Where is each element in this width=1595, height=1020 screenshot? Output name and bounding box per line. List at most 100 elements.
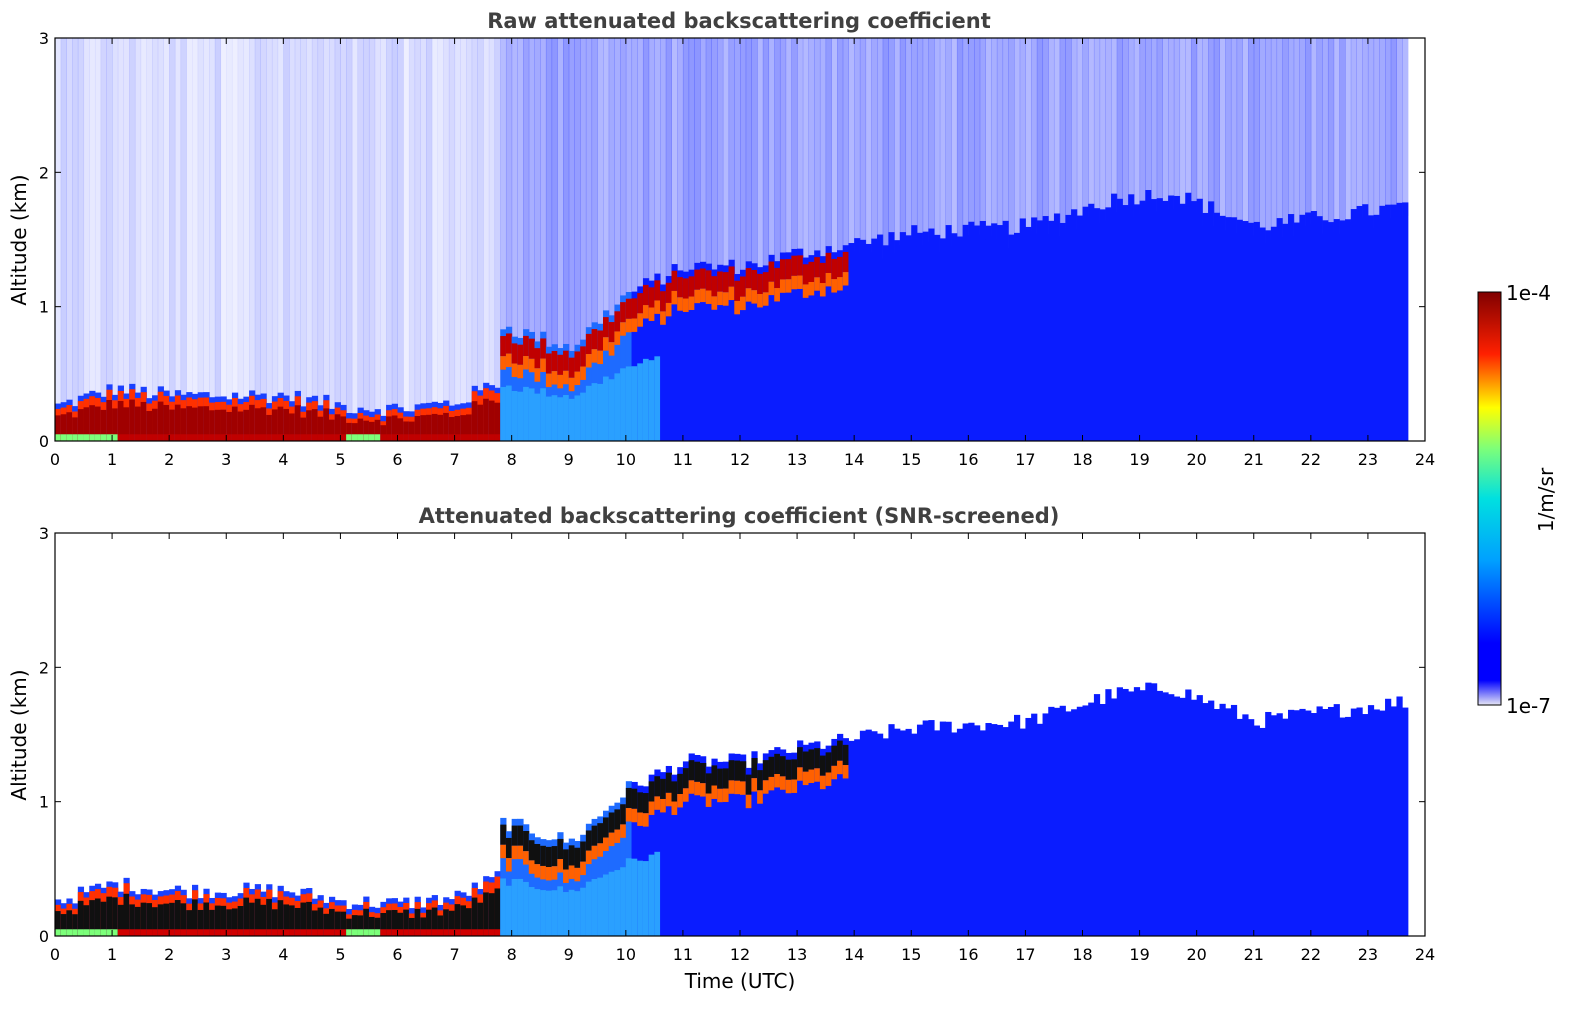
backscatter-cell	[426, 414, 433, 441]
aerosol-layer-cell	[797, 767, 804, 781]
aerosol-layer-cell	[523, 831, 530, 852]
backscatter-cell	[996, 724, 1004, 936]
backscatter-cell	[140, 902, 147, 936]
backscatter-cell	[226, 411, 233, 441]
backscatter-cell	[1179, 203, 1186, 441]
backscatter-cell	[614, 373, 621, 441]
backscatter-cell	[814, 741, 821, 936]
backscatter-cell	[420, 415, 427, 441]
noise-cell	[1059, 38, 1066, 237]
backscatter-cell	[740, 269, 747, 441]
backscatter-cell	[648, 854, 655, 936]
backscatter-cell	[66, 412, 73, 441]
backscatter-cell	[859, 730, 867, 936]
noise-cell	[146, 38, 153, 404]
backscatter-cell	[260, 929, 267, 936]
aerosol-layer-cell	[711, 765, 718, 786]
noise-cell	[403, 38, 410, 417]
aerosol-layer-cell	[500, 356, 507, 370]
aerosol-layer-cell	[620, 322, 627, 336]
backscatter-cell	[802, 257, 809, 441]
backscatter-cell	[283, 408, 290, 441]
backscatter-cell	[1270, 715, 1278, 936]
backscatter-cell	[620, 368, 627, 441]
backscatter-cell	[203, 434, 210, 441]
aerosol-layer-cell	[791, 779, 798, 793]
backscatter-cell	[1322, 220, 1329, 441]
aerosol-layer-cell	[534, 864, 541, 878]
backscatter-cell	[779, 749, 787, 936]
backscatter-cell	[243, 929, 250, 936]
aerosol-layer-cell	[717, 271, 724, 292]
noise-cell	[1248, 38, 1255, 237]
backscatter-cell	[1259, 227, 1266, 441]
aerosol-layer-cell	[545, 373, 553, 388]
backscatter-cell	[231, 908, 239, 936]
aerosol-layer-cell	[694, 761, 701, 782]
backscatter-cell	[346, 434, 353, 441]
backscatter-cell	[100, 901, 107, 936]
aerosol-layer-cell	[500, 824, 507, 845]
backscatter-cell	[597, 877, 604, 936]
aerosol-layer-cell	[734, 780, 741, 795]
aerosol-layer-cell	[505, 858, 513, 872]
aerosol-layer-cell	[648, 287, 655, 308]
backscatter-cell	[694, 262, 701, 441]
backscatter-cell	[403, 421, 410, 441]
noise-cell	[956, 38, 964, 250]
backscatter-cell	[209, 909, 216, 936]
aerosol-layer-cell	[819, 283, 827, 297]
backscatter-cell	[163, 929, 170, 936]
x-tick-label: 17	[1015, 450, 1035, 469]
noise-cell	[1253, 38, 1260, 236]
backscatter-cell	[368, 929, 376, 936]
aerosol-layer-cell	[825, 772, 832, 786]
backscatter-cell	[180, 929, 187, 936]
backscatter-cell	[1116, 198, 1123, 441]
backscatter-cell	[962, 723, 969, 936]
backscatter-cell	[214, 905, 222, 936]
backscatter-cell	[169, 902, 176, 936]
backscatter-cell	[671, 264, 678, 441]
aerosol-layer-cell	[722, 272, 730, 293]
backscatter-cell	[517, 878, 524, 936]
backscatter-cell	[94, 434, 102, 441]
backscatter-cell	[1299, 708, 1306, 936]
noise-cell	[551, 38, 558, 358]
backscatter-cell	[323, 929, 330, 936]
x-tick-label: 0	[50, 450, 60, 469]
backscatter-cell	[1076, 706, 1083, 936]
backscatter-cell	[1071, 209, 1078, 441]
aerosol-layer-cell	[779, 776, 787, 790]
backscatter-cell	[1373, 214, 1380, 441]
noise-cell	[94, 38, 102, 398]
backscatter-cell	[585, 327, 593, 441]
backscatter-cell	[271, 929, 279, 936]
backscatter-cell	[214, 434, 222, 441]
backscatter-cell	[1031, 713, 1038, 936]
backscatter-cell	[420, 917, 427, 936]
x-tick-label: 18	[1072, 450, 1092, 469]
backscatter-cell	[374, 434, 381, 441]
noise-cell	[460, 38, 467, 409]
backscatter-cell	[174, 434, 182, 441]
noise-cell	[694, 38, 701, 277]
backscatter-cell	[1350, 708, 1357, 936]
aerosol-layer-cell	[563, 849, 570, 870]
aerosol-layer-cell	[802, 264, 809, 285]
chart-title: Attenuated backscattering coefficient (S…	[419, 504, 1060, 528]
backscatter-cell	[163, 434, 170, 441]
backscatter-cell	[962, 224, 969, 441]
noise-cell	[979, 38, 986, 235]
backscatter-cell	[1002, 727, 1009, 936]
noise-cell	[1111, 38, 1118, 208]
backscatter-cell	[397, 912, 404, 936]
aerosol-layer-cell	[682, 278, 690, 299]
backscatter-cell	[1190, 201, 1198, 441]
backscatter-cell	[722, 265, 730, 441]
backscatter-cell	[1133, 204, 1141, 441]
aerosol-layer-cell	[637, 792, 644, 813]
backscatter-cell	[306, 434, 313, 441]
aerosol-layer-cell	[603, 337, 610, 351]
noise-cell	[768, 38, 775, 269]
